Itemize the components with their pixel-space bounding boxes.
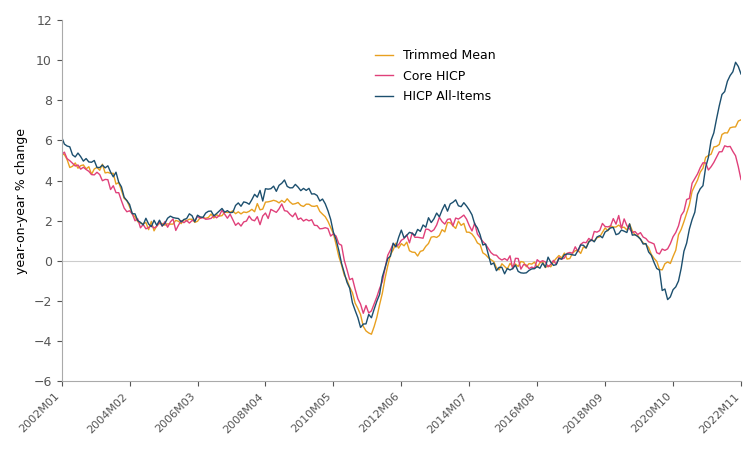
Y-axis label: year-on-year % change: year-on-year % change <box>15 128 28 274</box>
Trimmed Mean <box>571 248 580 253</box>
Core HICP <box>324 226 333 231</box>
HICP All-Items <box>519 270 528 276</box>
Core HICP <box>370 301 379 306</box>
Trimmed Mean <box>470 235 479 240</box>
Core HICP <box>470 220 479 226</box>
Trimmed Mean <box>736 117 745 122</box>
HICP All-Items <box>57 134 67 140</box>
Core HICP <box>519 262 528 267</box>
HICP All-Items <box>462 203 471 209</box>
Trimmed Mean <box>324 219 333 224</box>
Line: HICP All-Items: HICP All-Items <box>62 62 741 328</box>
HICP All-Items <box>324 208 333 213</box>
Core HICP <box>571 244 580 249</box>
Line: Trimmed Mean: Trimmed Mean <box>62 120 741 334</box>
Trimmed Mean <box>367 332 376 337</box>
Core HICP <box>736 177 745 182</box>
Trimmed Mean <box>519 259 528 265</box>
Core HICP <box>359 310 368 316</box>
Legend: Trimmed Mean, Core HICP, HICP All-Items: Trimmed Mean, Core HICP, HICP All-Items <box>370 44 501 108</box>
HICP All-Items <box>731 59 740 65</box>
Core HICP <box>720 143 730 148</box>
HICP All-Items <box>736 71 745 76</box>
Core HICP <box>462 216 471 222</box>
HICP All-Items <box>470 221 479 227</box>
HICP All-Items <box>356 325 365 330</box>
Trimmed Mean <box>370 324 379 329</box>
Line: Core HICP: Core HICP <box>62 146 741 313</box>
HICP All-Items <box>370 306 379 312</box>
HICP All-Items <box>571 252 580 258</box>
Trimmed Mean <box>462 230 471 235</box>
Core HICP <box>57 152 67 158</box>
Trimmed Mean <box>57 152 67 157</box>
